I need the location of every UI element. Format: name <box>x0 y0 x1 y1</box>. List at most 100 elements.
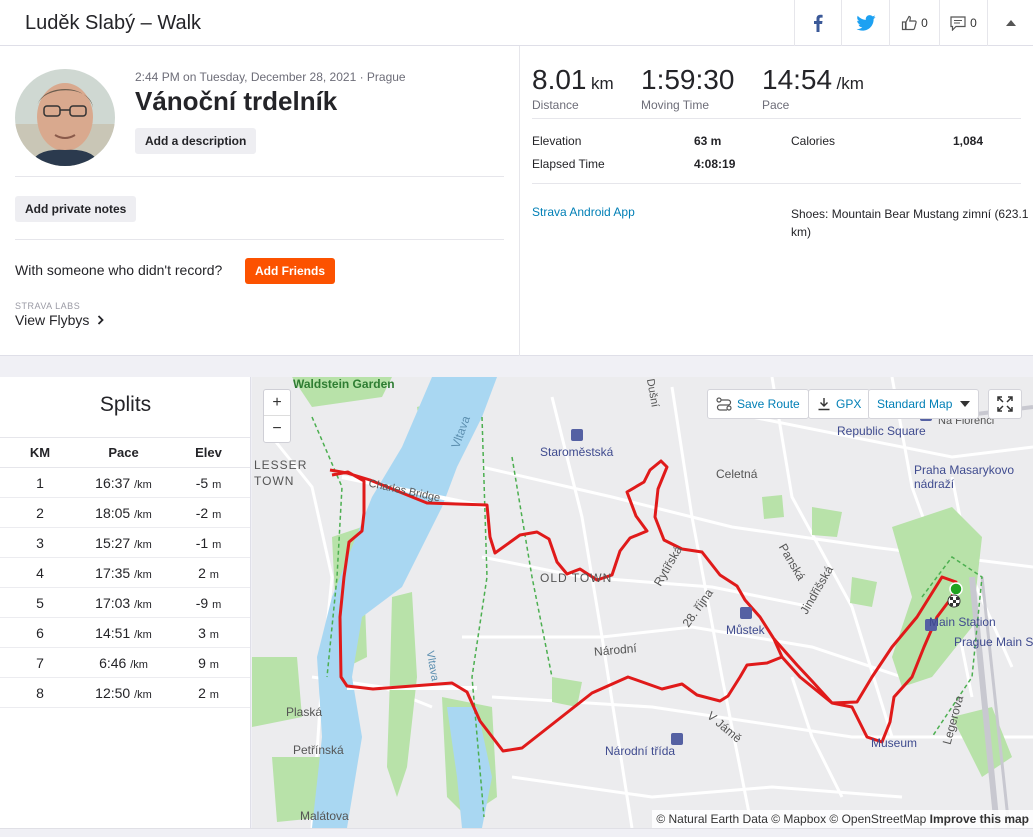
zoom-in-button[interactable]: + <box>264 390 290 416</box>
elevation-label: Elevation <box>532 134 582 148</box>
split-km: 8 <box>0 677 80 708</box>
elevation-value: 63 m <box>694 134 722 148</box>
moving-time-label: Moving Time <box>641 98 710 112</box>
table-row: 4 17:35 /km 2 m <box>0 557 250 588</box>
caret-down-icon <box>960 401 971 407</box>
improve-map-link[interactable]: Improve this map <box>929 812 1029 826</box>
route-map[interactable]: Waldstein Garden LESSER TOWN Staroměstsk… <box>252 377 1033 828</box>
km-header: KM <box>0 437 80 468</box>
with-someone-text: With someone who didn't record? <box>15 262 223 278</box>
fullscreen-icon <box>997 396 1013 412</box>
stat-moving-time: 1:59:30 Moving Time <box>641 64 734 112</box>
add-description-button[interactable]: Add a description <box>135 128 257 154</box>
avatar[interactable] <box>15 69 115 166</box>
map-label-narodni-trida: Národní třída <box>605 744 676 758</box>
activity-datetime: 2:44 PM on Tuesday, December 28, 2021 · … <box>135 70 406 84</box>
stat-distance: 8.01 km Distance <box>532 64 614 112</box>
view-flybys-link[interactable]: View Flybys <box>15 312 105 328</box>
map-label-lesser-town: LESSER TOWN <box>254 458 308 488</box>
split-km: 7 <box>0 647 80 678</box>
table-row: 6 14:51 /km 3 m <box>0 617 250 648</box>
fullscreen-button[interactable] <box>988 389 1022 419</box>
split-elev: 9 m <box>167 647 250 678</box>
strava-labs-label: STRAVA LABS <box>15 301 81 311</box>
comments-count: 0 <box>970 16 977 30</box>
split-km: 1 <box>0 467 80 498</box>
shoes-info: Shoes: Mountain Bear Mustang zimní (623.… <box>791 207 1029 239</box>
table-row: 2 18:05 /km -2 m <box>0 497 250 528</box>
table-row: 8 12:50 /km 2 m <box>0 677 250 708</box>
gpx-button[interactable]: GPX <box>808 389 871 419</box>
table-row: 3 15:27 /km -1 m <box>0 527 250 558</box>
more-actions-button[interactable] <box>987 0 1033 46</box>
divider <box>15 176 504 177</box>
split-pace: 16:37 /km <box>80 467 167 498</box>
map-style-label: Standard Map <box>877 397 953 411</box>
map-label-masarykovo: Praha Masarykovo nádraží <box>914 463 1015 491</box>
twitter-share-button[interactable] <box>841 0 889 46</box>
split-pace: 18:05 /km <box>80 497 167 528</box>
divider <box>532 183 1021 184</box>
splits-header-row: KM Pace Elev <box>0 437 250 468</box>
add-friends-button[interactable]: Add Friends <box>245 258 336 284</box>
activity-summary: 2:44 PM on Tuesday, December 28, 2021 · … <box>0 46 1033 356</box>
pace-header: Pace <box>80 437 167 468</box>
comments-button[interactable]: 0 <box>939 0 987 46</box>
moving-time-value: 1:59:30 <box>641 64 735 95</box>
split-elev: 3 m <box>167 617 250 648</box>
split-km: 5 <box>0 587 80 618</box>
split-km: 6 <box>0 617 80 648</box>
split-km: 4 <box>0 557 80 588</box>
table-row: 1 16:37 /km -5 m <box>0 467 250 498</box>
split-km: 2 <box>0 497 80 528</box>
social-actions: 0 0 <box>794 0 1033 46</box>
elapsed-time-value: 4:08:19 <box>694 157 736 171</box>
calories-label: Calories <box>791 134 836 148</box>
save-route-button[interactable]: Save Route <box>707 389 809 419</box>
split-pace: 12:50 /km <box>80 677 167 708</box>
chevron-up-icon <box>1005 20 1016 26</box>
map-label-mustek: Můstek <box>726 623 765 637</box>
zoom-control: + − <box>263 389 291 443</box>
thumbs-up-icon <box>902 15 917 31</box>
map-label-plaska: Plaská <box>286 705 323 719</box>
view-flybys-label: View Flybys <box>15 312 90 328</box>
map-label-petrinska: Petřínská <box>293 743 344 757</box>
map-attribution: © Natural Earth Data © Mapbox © OpenStre… <box>652 810 1033 828</box>
pace-unit: /km <box>836 74 864 93</box>
pace-label: Pace <box>762 98 790 112</box>
map-label-staromestska: Staroměstská <box>540 445 614 459</box>
split-pace: 6:46 /km <box>80 647 167 678</box>
attribution-text[interactable]: © Natural Earth Data © Mapbox © OpenStre… <box>656 812 927 826</box>
split-elev: -1 m <box>167 527 250 558</box>
gpx-label: GPX <box>836 397 862 411</box>
distance-value: 8.01 <box>532 64 587 95</box>
add-private-notes-button[interactable]: Add private notes <box>15 196 137 222</box>
distance-unit: km <box>590 74 614 93</box>
divider <box>15 239 504 240</box>
chevron-right-icon <box>98 315 105 325</box>
splits-panel: Splits KM Pace Elev 1 16:37 /km -5 m 2 18:0… <box>0 377 251 832</box>
page-title: Luděk Slabý – Walk <box>25 12 202 34</box>
split-elev: 2 m <box>167 557 250 588</box>
map-style-select[interactable]: Standard Map <box>868 389 980 419</box>
activity-name: Vánoční trdelník <box>135 86 338 116</box>
split-elev: -5 m <box>167 467 250 498</box>
comment-icon <box>950 15 966 31</box>
kudos-button[interactable]: 0 <box>889 0 939 46</box>
route-icon <box>716 397 732 411</box>
splits-title: Splits <box>99 393 152 416</box>
divider <box>532 118 1021 119</box>
kudos-count: 0 <box>921 16 928 30</box>
map-label-prague-main: Prague Main St <box>954 635 1033 649</box>
map-canvas <box>252 377 1033 828</box>
facebook-icon <box>814 14 823 32</box>
device-link[interactable]: Strava Android App <box>532 205 635 219</box>
map-label-malatova: Malátova <box>300 809 349 823</box>
panel-divider <box>519 46 520 356</box>
elev-header: Elev <box>167 437 250 468</box>
zoom-out-button[interactable]: − <box>272 420 282 437</box>
table-row: 7 6:46 /km 9 m <box>0 647 250 678</box>
page-footer-strip <box>0 828 1033 837</box>
facebook-share-button[interactable] <box>794 0 841 46</box>
